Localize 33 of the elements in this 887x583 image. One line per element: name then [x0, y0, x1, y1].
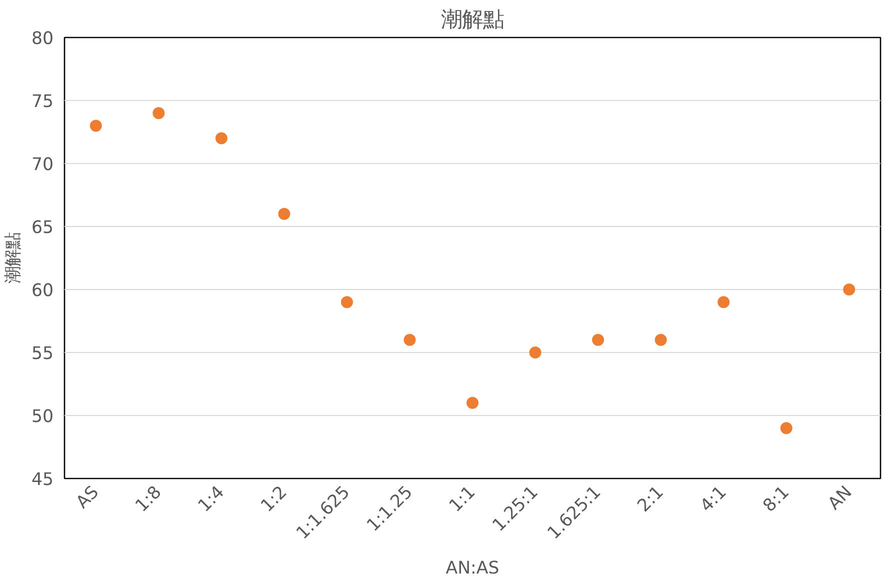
y-axis-title: 潮解點 — [3, 232, 24, 284]
y-tick-label: 50 — [31, 407, 54, 427]
y-tick-label: 65 — [31, 218, 54, 238]
y-tick-label: 70 — [31, 155, 54, 175]
point — [718, 296, 730, 308]
x-tick-label: AS — [72, 482, 103, 513]
x-tick-label: 2:1 — [634, 482, 668, 516]
x-tick-label: 1:4 — [194, 482, 228, 516]
point — [592, 334, 604, 346]
y-tick-label: 45 — [31, 470, 54, 490]
x-tick-label: 4:1 — [696, 482, 731, 516]
x-tick-label: 1:8 — [132, 482, 166, 516]
point — [843, 284, 856, 296]
point — [780, 422, 792, 434]
point — [278, 208, 290, 220]
x-tick-label: 8:1 — [760, 482, 794, 516]
x-tick-label: AN — [824, 482, 856, 514]
point — [529, 346, 542, 358]
x-axis-title: AN:AS — [446, 558, 500, 579]
point — [90, 120, 102, 132]
point — [466, 396, 478, 409]
y-tick-label: 80 — [31, 29, 54, 49]
y-tick-label: 60 — [31, 281, 54, 301]
point — [152, 107, 165, 120]
point — [654, 334, 667, 346]
y-tick-label: 55 — [31, 344, 54, 364]
chart-title: 潮解點 — [441, 8, 504, 32]
point — [215, 132, 228, 144]
x-tick-label: 1:1 — [446, 482, 480, 516]
point — [404, 334, 416, 346]
y-tick-label: 75 — [31, 92, 54, 112]
point — [340, 296, 353, 308]
x-tick-label: 1:2 — [257, 482, 292, 516]
